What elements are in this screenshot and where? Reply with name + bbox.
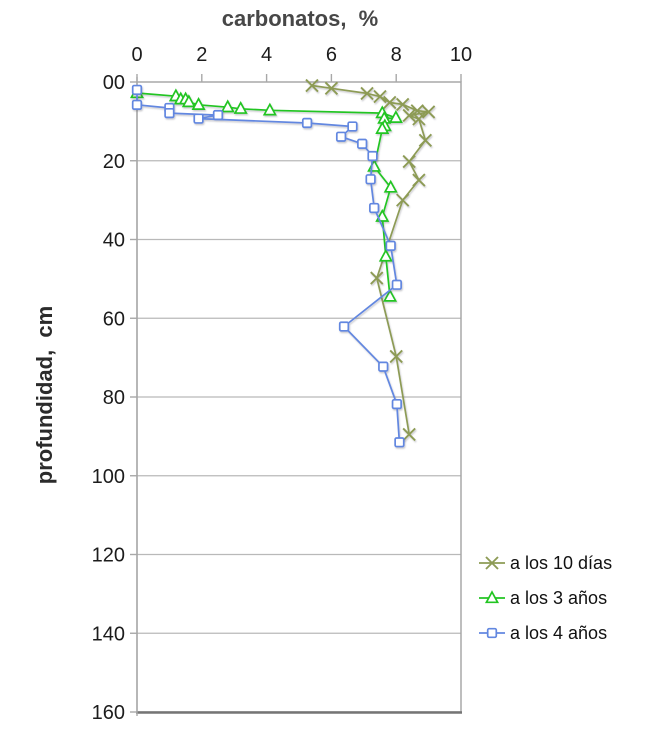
data-point-marker [402, 154, 416, 169]
x-tick-label: 10 [450, 44, 472, 66]
data-point-marker [402, 108, 416, 123]
legend-item: a los 4 años [479, 623, 607, 643]
data-point-marker [383, 179, 398, 193]
data-point-marker [262, 102, 277, 116]
series-2 [129, 85, 403, 302]
data-point-marker [301, 117, 313, 129]
data-point-marker [410, 104, 424, 118]
data-point-marker [396, 97, 410, 112]
series-3 [131, 84, 405, 448]
x-tick-label: 4 [261, 44, 272, 66]
x-tick-label: 6 [326, 44, 337, 66]
data-point-marker [412, 173, 426, 187]
data-point-marker [385, 240, 396, 251]
data-point-marker [402, 427, 416, 442]
data-point-marker [131, 99, 143, 110]
y-tick-label: 100 [92, 466, 125, 488]
data-point-marker [369, 202, 380, 214]
data-point-marker [338, 321, 350, 332]
data-point-marker [193, 113, 204, 124]
data-point-marker [394, 437, 405, 448]
legend-item: a los 10 días [479, 553, 612, 573]
data-point-marker [191, 97, 206, 110]
data-point-marker [389, 349, 403, 364]
data-point-marker [486, 627, 498, 639]
data-point-marker [347, 121, 358, 132]
data-point-marker [421, 105, 436, 119]
data-point-marker [305, 78, 319, 93]
data-point-marker [220, 99, 235, 113]
y-tick-label: 40 [103, 230, 125, 252]
data-point-marker [233, 100, 248, 114]
legend-item-label: a los 4 años [510, 623, 607, 643]
data-point-marker [370, 271, 384, 285]
data-point-marker [485, 556, 499, 570]
data-point-marker [335, 131, 347, 142]
data-point-marker [396, 193, 410, 207]
data-point-marker [383, 95, 397, 110]
data-point-marker [357, 138, 368, 149]
x-tick-label: 2 [196, 44, 207, 66]
y-axis-title: profundidad, cm [32, 306, 57, 484]
legend: a los 10 días a los 3 años a los 4 años [479, 553, 612, 643]
legend-item-label: a los 3 años [510, 588, 607, 608]
data-point-marker [365, 174, 376, 185]
data-point-marker [388, 110, 403, 123]
y-tick-label: 00 [103, 72, 125, 94]
data-point-marker [131, 84, 143, 96]
data-point-marker [373, 89, 387, 104]
data-point-marker [367, 158, 382, 172]
y-tick-label: 120 [92, 545, 125, 567]
data-point-marker [375, 121, 390, 135]
legend-item-label: a los 10 días [510, 553, 612, 573]
y-tick-label: 160 [92, 702, 125, 724]
y-tick-label: 60 [103, 308, 125, 330]
data-point-marker [418, 133, 433, 147]
data-point-marker [360, 86, 374, 101]
x-tick-label: 0 [131, 44, 142, 66]
series-1 [305, 78, 436, 442]
x-tick-label: 8 [391, 44, 402, 66]
data-point-marker [324, 81, 339, 95]
data-point-marker [412, 112, 426, 126]
chart-title: carbonatos, % [222, 6, 378, 31]
data-point-marker [378, 361, 389, 372]
data-point-marker [484, 590, 500, 604]
y-tick-label: 80 [103, 387, 125, 409]
data-point-marker [164, 107, 175, 119]
data-point-marker [383, 288, 398, 302]
y-tick-label: 20 [103, 151, 125, 173]
data-point-marker [367, 150, 378, 162]
plot-area: 0 2 4 6 8 10 00 20 40 60 80 100 120 140 160 [92, 44, 473, 724]
data-point-marker [378, 248, 393, 262]
data-point-marker [212, 109, 224, 121]
data-point-marker [391, 279, 402, 290]
data-point-marker [181, 94, 196, 108]
data-point-marker [391, 398, 402, 410]
y-tick-label: 140 [92, 623, 125, 645]
legend-item: a los 3 años [479, 588, 607, 608]
series-line [311, 84, 430, 435]
